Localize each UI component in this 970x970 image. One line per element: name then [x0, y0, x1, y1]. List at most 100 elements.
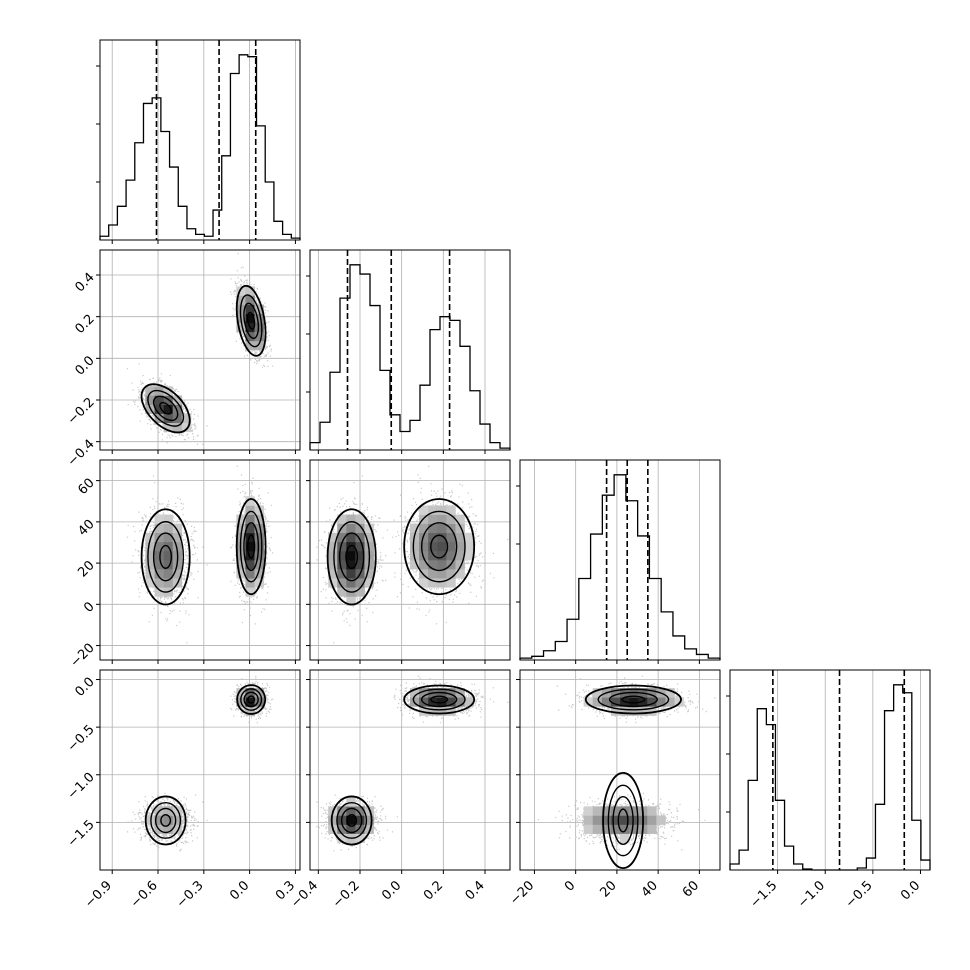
density-cell	[410, 523, 420, 534]
density-cell	[455, 697, 465, 707]
contour-level	[243, 302, 260, 340]
density-cell	[428, 550, 438, 561]
y-tick-label: 60	[75, 476, 97, 498]
density-cell	[446, 550, 456, 561]
density-cell	[647, 697, 657, 707]
contour-level	[346, 814, 358, 827]
density-cell	[337, 569, 347, 579]
density-cell	[154, 587, 164, 597]
density-cell	[355, 560, 365, 570]
density-cell	[455, 514, 465, 524]
contour-level	[608, 691, 658, 708]
density-cell	[446, 514, 456, 524]
density-cell	[245, 532, 255, 543]
density-cell	[355, 550, 365, 561]
contour-level	[247, 311, 256, 330]
density-cell	[419, 550, 429, 561]
density-cell	[455, 541, 465, 552]
density-cell	[674, 697, 684, 707]
contour-level	[345, 544, 359, 569]
contour-level	[330, 795, 373, 846]
density-cell	[245, 496, 255, 506]
contour-level	[607, 784, 639, 857]
density-cell	[163, 422, 174, 433]
contour-level	[154, 807, 177, 834]
density-cell	[419, 541, 429, 552]
density-cell	[464, 697, 474, 707]
density-cell	[665, 688, 675, 698]
density-cell	[355, 578, 365, 588]
density-cell	[337, 587, 347, 597]
density-cell	[328, 550, 338, 561]
density-cell	[419, 560, 429, 570]
density-cell	[254, 560, 264, 570]
density-cell	[410, 688, 420, 698]
density-cell	[410, 560, 420, 570]
y-tick-label: 0.4	[72, 270, 97, 295]
density-cell	[236, 322, 246, 333]
density-cell	[254, 313, 264, 324]
density-cell	[446, 505, 456, 515]
histogram-steps	[99, 54, 301, 240]
density-cell	[245, 706, 255, 716]
density-cell	[592, 697, 603, 707]
histogram-frame	[309, 249, 511, 451]
contour-level	[430, 534, 449, 559]
density-cell	[236, 523, 246, 534]
density-cell	[172, 523, 183, 534]
density-cell	[236, 569, 246, 579]
density-cell	[236, 560, 246, 570]
contour-level	[243, 691, 259, 708]
contour-level	[612, 795, 634, 845]
density-cell	[245, 697, 255, 707]
density-cell	[592, 815, 603, 825]
contour-level	[602, 771, 644, 870]
x-tick-label: 0.4	[463, 878, 488, 903]
contour-level	[235, 498, 267, 596]
density-cell	[163, 806, 174, 816]
density-cell	[172, 532, 183, 543]
density-cell	[647, 824, 657, 834]
density-cell	[428, 505, 438, 515]
density-cell	[154, 815, 164, 825]
panels: −1.5 −1.0 −0.5 0.0 −0.4 −0.2 0.0 0.2 0.4 −20 0 20 40…	[65, 39, 931, 911]
density-cell	[355, 815, 365, 825]
density-cell	[337, 550, 347, 561]
density-cell	[346, 815, 356, 825]
density-cell	[154, 569, 164, 579]
density-cell	[245, 541, 255, 552]
x-tick-label: 0.0	[898, 878, 923, 903]
density-cell	[437, 505, 447, 515]
density-cell	[592, 688, 603, 698]
density-cell	[629, 806, 639, 816]
x-tick-label: 60	[680, 878, 702, 900]
scatter-panel-1-0: −0.4 −0.2 0.0 0.2 0.4	[65, 249, 301, 470]
density-cell	[245, 286, 255, 296]
density-cell	[592, 806, 603, 816]
density-cell	[245, 578, 255, 588]
density-cell	[620, 833, 630, 844]
contour-level	[160, 814, 172, 827]
density-cell	[437, 578, 447, 588]
density-cell	[172, 404, 183, 414]
density-cell	[355, 824, 365, 834]
density-cell	[428, 541, 438, 552]
density-cell	[364, 523, 374, 534]
density-cell	[419, 578, 429, 588]
density-cell	[154, 395, 164, 405]
density-cell	[163, 824, 174, 834]
density-cell	[656, 815, 666, 825]
density-cell	[245, 560, 255, 570]
contour-level	[150, 802, 182, 839]
density-cell	[601, 697, 612, 707]
contour-level	[239, 510, 263, 583]
x-tick-label: −1.0	[795, 878, 828, 911]
x-tick-label: −0.6	[128, 878, 161, 911]
density-cell	[346, 541, 356, 552]
density-cell	[455, 532, 465, 543]
density-cell	[154, 541, 164, 552]
y-tick-label: 0.2	[72, 312, 97, 337]
x-tick-label: −0.4	[288, 878, 321, 911]
density-cell	[245, 313, 255, 324]
panel-frame	[99, 459, 301, 661]
